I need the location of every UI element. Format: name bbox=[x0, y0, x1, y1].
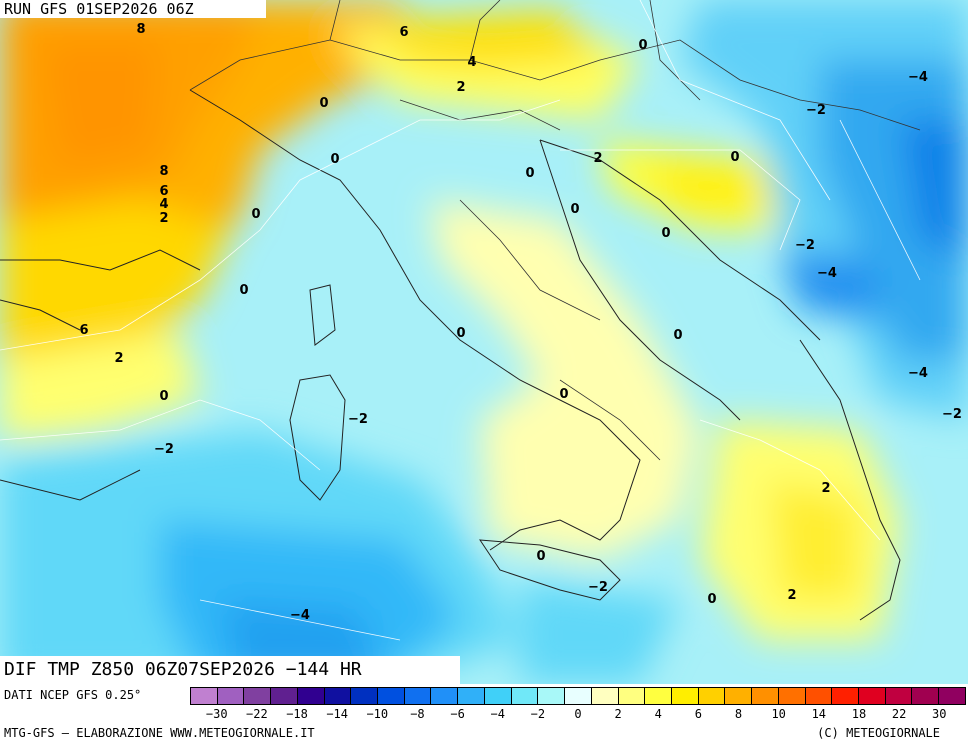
colorbar-cell bbox=[858, 688, 886, 704]
colorbar-tick-label: 8 bbox=[734, 707, 743, 721]
contour-label: 2 bbox=[787, 588, 796, 603]
colorbar-cell bbox=[324, 688, 352, 704]
colorbar-cell bbox=[217, 688, 245, 704]
colorbar-cell bbox=[297, 688, 325, 704]
colorbar-cell bbox=[805, 688, 833, 704]
colorbar-tick-label: −22 bbox=[246, 707, 268, 721]
colorbar-cell bbox=[618, 688, 646, 704]
contour-label: 0 bbox=[559, 387, 568, 402]
colorbar-cell bbox=[671, 688, 699, 704]
contour-label: 0 bbox=[673, 328, 682, 343]
contour-label: −2 bbox=[795, 238, 815, 253]
colorbar-ticks: −30 −22 −18 −14 −10 −8 −6 −4 −2 0 2 4 6 8 10 14 18 22 30 bbox=[190, 707, 966, 723]
colorbar-tick-label: −14 bbox=[326, 707, 349, 721]
colorbar-cell bbox=[752, 688, 779, 704]
colorbar-cell bbox=[591, 688, 619, 704]
contour-label-group: 8 6 0 4 2 0 −4 −2 8 6 4 2 0 0 2 0 0 0 −2… bbox=[79, 22, 962, 623]
colorbar bbox=[190, 687, 966, 705]
colorbar-cell bbox=[778, 688, 806, 704]
colorbar-cell bbox=[885, 688, 913, 704]
contour-label: −2 bbox=[348, 412, 368, 427]
contour-label: 0 bbox=[330, 152, 339, 167]
colorbar-tick-label: −30 bbox=[205, 707, 228, 721]
contour-label: 0 bbox=[159, 389, 168, 404]
footer-copyright: (C) METEOGIORNALE bbox=[817, 726, 940, 740]
colorbar-tick-label: −18 bbox=[286, 707, 308, 721]
colorbar-cell bbox=[939, 688, 965, 704]
colorbar-cell bbox=[431, 688, 459, 704]
contour-label: 0 bbox=[707, 592, 716, 607]
colorbar-tick-label: −2 bbox=[530, 707, 546, 721]
contour-label: 4 bbox=[467, 55, 476, 70]
colorbar-cell bbox=[538, 688, 566, 704]
colorbar-tick-label: 10 bbox=[771, 707, 786, 721]
contour-lines bbox=[0, 0, 921, 641]
colorbar-tick-label: 22 bbox=[891, 707, 907, 721]
colorbar-tick-label: −4 bbox=[490, 707, 505, 721]
field-label: DIF TMP Z850 06Z07SEP2026 −144 HR bbox=[0, 656, 460, 684]
contour-label: 6 bbox=[399, 25, 408, 40]
contour-label: −4 bbox=[908, 70, 928, 85]
contour-label: 8 bbox=[136, 22, 145, 37]
colorbar-cell bbox=[725, 688, 753, 704]
contour-label: 0 bbox=[570, 202, 579, 217]
colorbar-tick-label: 18 bbox=[851, 707, 867, 721]
colorbar-tick-label: 4 bbox=[654, 707, 662, 721]
contour-label: 0 bbox=[239, 283, 248, 298]
contour-label: 0 bbox=[638, 38, 647, 53]
contour-label: 0 bbox=[456, 326, 465, 341]
contour-label: 0 bbox=[251, 207, 260, 222]
contour-label: −4 bbox=[290, 608, 310, 623]
colorbar-cell bbox=[271, 688, 298, 704]
colorbar-tick-label: −8 bbox=[410, 707, 425, 721]
forecast-map: 8 6 0 4 2 0 −4 −2 8 6 4 2 0 0 2 0 0 0 −2… bbox=[0, 0, 968, 684]
contour-label: −2 bbox=[588, 580, 608, 595]
contour-label: 8 bbox=[159, 164, 168, 179]
colorbar-cell bbox=[244, 688, 272, 704]
colorbar-cell bbox=[404, 688, 432, 704]
temperature-field bbox=[0, 0, 968, 684]
colorbar-cell bbox=[832, 688, 859, 704]
run-label: RUN GFS 01SEP2026 06Z bbox=[0, 0, 266, 18]
borders bbox=[189, 0, 921, 461]
colorbar-tick-label: 6 bbox=[694, 707, 703, 721]
colorbar-cell bbox=[912, 688, 940, 704]
contour-label: 4 bbox=[159, 197, 168, 212]
colorbar-tick-label: −6 bbox=[450, 707, 465, 721]
contour-label: −4 bbox=[817, 266, 837, 281]
colorbar-cell bbox=[565, 688, 592, 704]
contour-label: −2 bbox=[806, 103, 826, 118]
contour-label: 0 bbox=[536, 549, 545, 564]
contour-label: 2 bbox=[114, 351, 123, 366]
contour-label: 0 bbox=[730, 150, 739, 165]
contour-label: 0 bbox=[525, 166, 534, 181]
colorbar-cell bbox=[378, 688, 405, 704]
contour-label: −2 bbox=[942, 407, 962, 422]
contour-label: −4 bbox=[908, 366, 928, 381]
colorbar-cell bbox=[458, 688, 485, 704]
contour-label: 0 bbox=[319, 96, 328, 111]
contour-label: 2 bbox=[159, 211, 168, 226]
colorbar-tick-label: −10 bbox=[366, 707, 389, 721]
colorbar-tick-label: 30 bbox=[932, 707, 947, 721]
contour-label: 2 bbox=[821, 481, 830, 496]
colorbar-tick-label: 14 bbox=[811, 707, 827, 721]
colorbar-cell bbox=[645, 688, 672, 704]
contour-label: 2 bbox=[456, 80, 465, 95]
colorbar-cell bbox=[511, 688, 539, 704]
contour-label: 0 bbox=[661, 226, 670, 241]
colorbar-tick-label: 2 bbox=[614, 707, 622, 721]
contour-label: 6 bbox=[79, 323, 88, 338]
colorbar-cell bbox=[351, 688, 379, 704]
source-label: DATI NCEP GFS 0.25° bbox=[4, 688, 142, 702]
map-canvas: 8 6 0 4 2 0 −4 −2 8 6 4 2 0 0 2 0 0 0 −2… bbox=[0, 0, 968, 684]
colorbar-cell bbox=[698, 688, 726, 704]
contour-label: 2 bbox=[593, 151, 602, 166]
footer-credit: MTG-GFS — ELABORAZIONE WWW.METEOGIORNALE… bbox=[4, 726, 315, 740]
colorbar-cell bbox=[191, 688, 218, 704]
colorbar-cell bbox=[484, 688, 512, 704]
contour-label: −2 bbox=[154, 442, 174, 457]
contour-label: 6 bbox=[159, 184, 168, 199]
colorbar-tick-label: 0 bbox=[574, 707, 582, 721]
